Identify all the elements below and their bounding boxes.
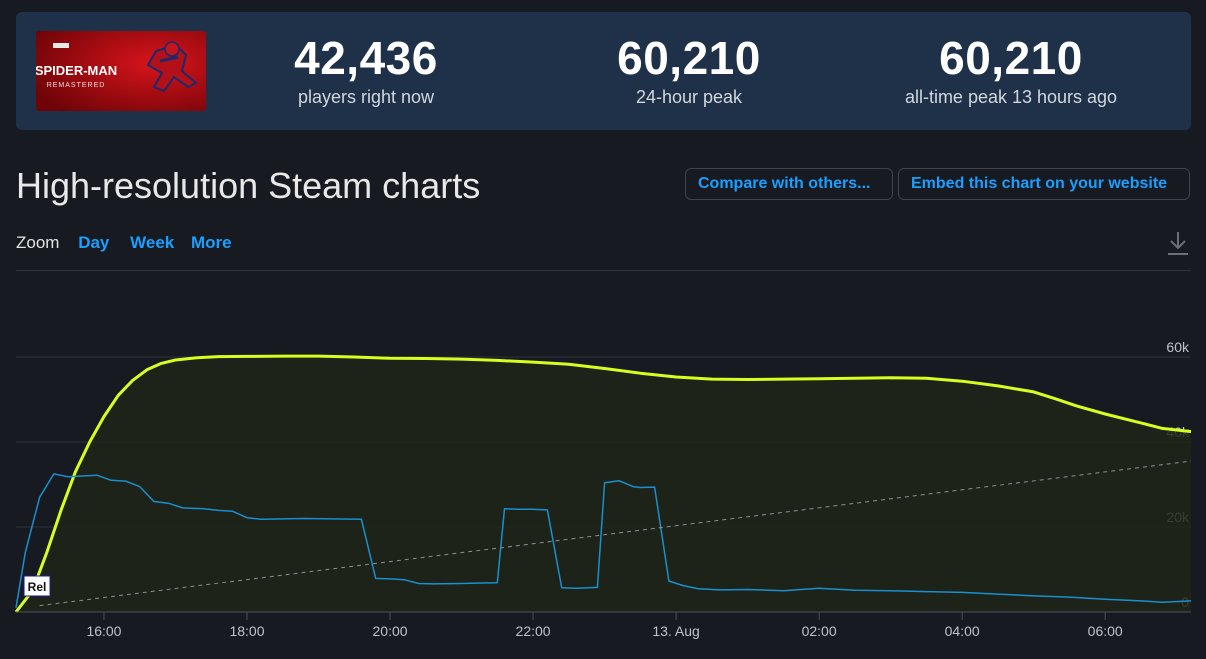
day-peak-stat: 60,210 24-hour peak [539,32,839,108]
x-tick-label: 04:00 [945,623,980,639]
current-players-stat: 42,436 players right now [216,32,516,108]
all-time-peak-label: all-time peak 13 hours ago [904,87,1118,107]
x-tick-label: 06:00 [1088,623,1123,639]
day-peak-label: 24-hour peak [635,87,743,107]
page-title: High-resolution Steam charts [16,165,481,206]
x-tick-label: 20:00 [373,623,408,639]
y-tick-label: 60k [1166,339,1190,355]
all-time-peak-value: 60,210 [939,32,1083,84]
trend-line [39,460,1192,607]
x-tick-label: 13. Aug [652,623,700,639]
players-line [14,354,1192,613]
current-players-label: players right now [297,87,435,107]
zoom-more-link[interactable]: More [190,233,232,252]
zoom-week-link[interactable]: Week [130,233,175,252]
spider-man-figure-icon [146,41,198,93]
logo-title-text: SPIDER-MAN [36,63,117,78]
zoom-controls: Zoom Day Week More [16,233,244,253]
embed-chart-button[interactable]: Embed this chart on your website [898,168,1190,200]
all-time-peak-stat: 60,210 all-time peak 13 hours ago [861,32,1161,108]
stats-panel: SPIDER-MAN REMASTERED 42,436 players rig… [16,12,1191,130]
x-tick-label: 18:00 [229,623,264,639]
current-players-value: 42,436 [294,32,438,84]
release-flag [23,575,51,597]
players-area [16,356,1191,612]
x-tick-label: 22:00 [516,623,551,639]
day-peak-value: 60,210 [617,32,761,84]
twitch-viewers-line [15,473,1192,608]
zoom-day-link[interactable]: Day [78,233,110,252]
x-tick-label: 16:00 [86,623,121,639]
x-tick-label: 02:00 [802,623,837,639]
release-flag-label: Rel [28,580,47,594]
zoom-label: Zoom [16,233,60,252]
compare-button[interactable]: Compare with others... [685,168,893,200]
download-icon[interactable] [1166,230,1190,258]
chart-divider [16,270,1191,271]
game-logo[interactable]: SPIDER-MAN REMASTERED [36,31,206,111]
logo-subtitle-text: REMASTERED [47,82,106,89]
game-logo-art: SPIDER-MAN REMASTERED [36,31,206,111]
